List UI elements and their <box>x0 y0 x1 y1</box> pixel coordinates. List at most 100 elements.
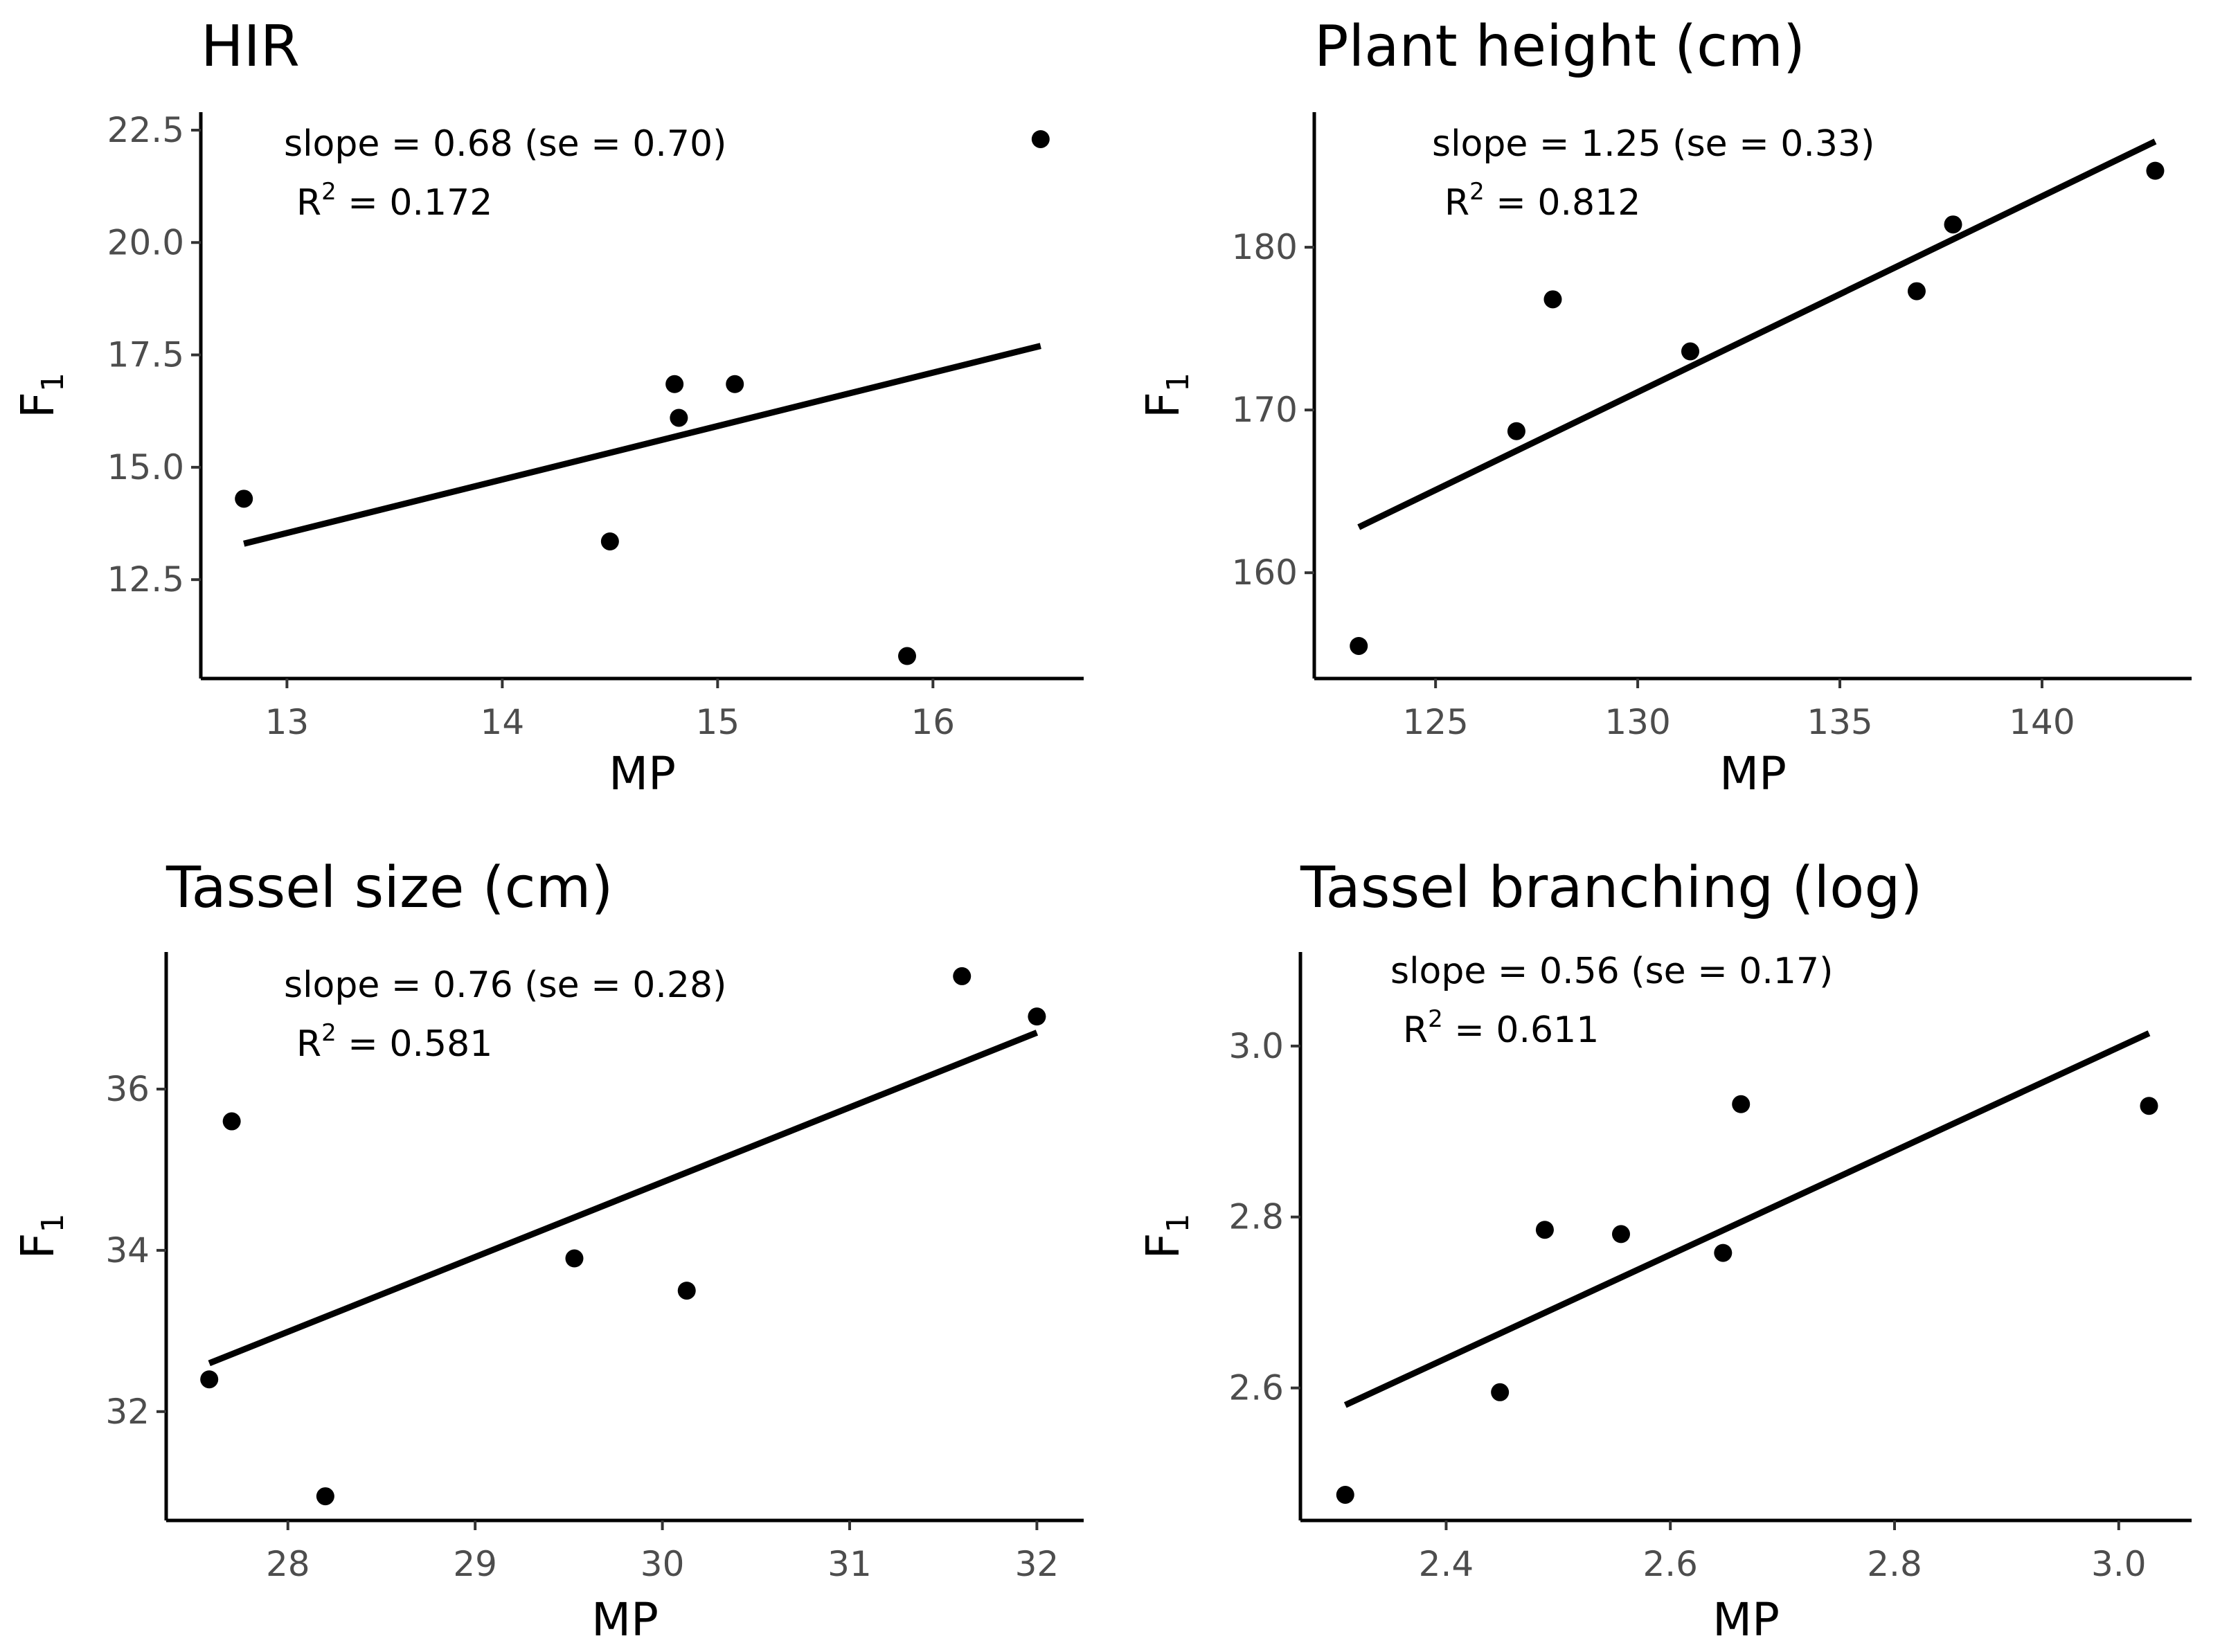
y-axis-label-main: F <box>1136 392 1190 418</box>
x-tick-label: 2.4 <box>1419 1544 1474 1584</box>
x-tick-label: 2.8 <box>1867 1544 1922 1584</box>
r-squared-prefix: R <box>296 182 321 224</box>
data-point <box>670 408 688 427</box>
data-point <box>1714 1244 1733 1262</box>
chart-panel-3: Tassel size (cm) 28 29 30 31 32 32 34 36 MP F1 slop… <box>11 855 1084 1646</box>
r-squared-prefix: R <box>1444 182 1469 224</box>
chart-panel-2: Plant height (cm) 125 130 135 140 160 170 180 MP… <box>1136 14 2192 800</box>
chart-panel-4: Tassel branching (log) 2.4 2.6 2.8 3.0 2.6 2.8… <box>1136 855 2192 1646</box>
data-point <box>235 490 253 508</box>
y-tick-label: 3.0 <box>1228 1026 1284 1066</box>
y-tick-label: 20.0 <box>107 222 184 262</box>
x-axis-label: MP <box>609 747 676 800</box>
data-point <box>1944 215 1962 234</box>
y-tick-label: 12.5 <box>107 559 184 600</box>
data-point <box>677 1282 696 1300</box>
data-point <box>953 967 972 985</box>
chart-title: Tassel size (cm) <box>165 855 614 921</box>
regression-line <box>208 1030 1039 1367</box>
r-squared-superscript: 2 <box>321 1019 337 1047</box>
x-axis-label: MP <box>1712 1593 1780 1646</box>
y-tick-label: 2.6 <box>1228 1368 1284 1408</box>
y-axis-label: F1 <box>1136 1214 1196 1259</box>
r-squared-annotation: R2 = 0.581 <box>296 1019 492 1065</box>
regression-line <box>243 343 1041 547</box>
chart-title: Plant height (cm) <box>1314 14 1805 80</box>
r-squared-value: = 0.611 <box>1443 1009 1600 1051</box>
x-tick-label: 2.6 <box>1642 1544 1698 1584</box>
y-tick-label: 2.8 <box>1228 1197 1284 1237</box>
y-axis-label-main: F <box>1136 1233 1190 1259</box>
data-point <box>1031 129 1050 148</box>
data-point <box>898 647 916 665</box>
y-axis-label: F1 <box>11 372 71 418</box>
x-axis-label: MP <box>1719 747 1787 800</box>
x-tick-label: 16 <box>911 702 956 742</box>
r-squared-annotation: R2 = 0.611 <box>1403 1005 1599 1051</box>
y-axis-label: F1 <box>1136 372 1196 418</box>
y-axis-label-subscript: 1 <box>1161 372 1196 392</box>
x-axis-label: MP <box>591 1593 659 1646</box>
slope-annotation: slope = 0.76 (se = 0.28) <box>284 964 726 1006</box>
y-axis-label: F1 <box>11 1214 71 1259</box>
r-squared-annotation: R2 = 0.172 <box>296 178 492 224</box>
data-point <box>1681 342 1699 361</box>
slope-annotation: slope = 0.56 (se = 0.17) <box>1390 951 1833 992</box>
y-axis-label-subscript: 1 <box>1161 1214 1196 1233</box>
data-point <box>1350 636 1368 655</box>
y-tick-label: 36 <box>105 1069 150 1109</box>
y-tick-label: 32 <box>105 1392 150 1432</box>
r-squared-value: = 0.581 <box>337 1023 493 1065</box>
data-point <box>1491 1383 1510 1401</box>
x-tick-label: 3.0 <box>2091 1544 2147 1584</box>
data-point <box>1336 1485 1354 1504</box>
slope-annotation: slope = 1.25 (se = 0.33) <box>1432 123 1874 165</box>
data-point <box>1535 1221 1554 1239</box>
r-squared-prefix: R <box>1403 1009 1428 1051</box>
data-point <box>1028 1007 1046 1026</box>
x-tick-label: 135 <box>1807 702 1872 742</box>
slope-annotation: slope = 0.68 (se = 0.70) <box>284 123 726 165</box>
r-squared-value: = 0.812 <box>1485 182 1641 224</box>
y-tick-label: 160 <box>1232 553 1298 593</box>
x-tick-label: 125 <box>1402 702 1468 742</box>
x-tick-label: 13 <box>265 702 310 742</box>
data-point <box>316 1487 334 1506</box>
r-squared-prefix: R <box>296 1023 321 1065</box>
chart-panel-1: HIR 13 14 15 16 12.5 15.0 17.5 20.0 22.5 MP F1 slope… <box>11 14 1084 800</box>
x-tick-label: 30 <box>641 1544 685 1584</box>
x-tick-label: 14 <box>481 702 525 742</box>
y-tick-label: 34 <box>105 1230 150 1271</box>
r-squared-superscript: 2 <box>321 178 337 206</box>
y-tick-label: 17.5 <box>107 335 184 375</box>
chart-title: HIR <box>201 14 300 80</box>
data-point <box>200 1370 219 1389</box>
data-point <box>600 532 619 550</box>
y-axis-label-main: F <box>11 1233 64 1259</box>
data-point <box>1907 282 1926 300</box>
x-tick-label: 140 <box>2009 702 2075 742</box>
data-point <box>222 1112 241 1131</box>
y-axis-label-subscript: 1 <box>35 372 71 392</box>
data-point <box>1611 1225 1630 1244</box>
y-tick-label: 170 <box>1232 390 1298 430</box>
chart-title: Tassel branching (log) <box>1300 855 1922 921</box>
regression-line <box>1357 138 2157 530</box>
x-tick-label: 15 <box>696 702 740 742</box>
y-axis-label-main: F <box>11 392 64 418</box>
r-squared-annotation: R2 = 0.812 <box>1444 178 1640 224</box>
y-axis-label-subscript: 1 <box>35 1214 71 1233</box>
x-tick-label: 28 <box>266 1544 310 1584</box>
data-point <box>565 1249 584 1268</box>
data-point <box>1543 290 1562 309</box>
x-tick-label: 130 <box>1604 702 1670 742</box>
y-tick-label: 22.5 <box>107 110 184 150</box>
data-point <box>2146 161 2165 180</box>
data-point <box>1507 422 1525 440</box>
r-squared-superscript: 2 <box>1428 1005 1443 1033</box>
r-squared-value: = 0.172 <box>337 182 493 224</box>
x-tick-label: 32 <box>1015 1544 1059 1584</box>
data-point <box>726 375 744 393</box>
data-point <box>665 375 684 393</box>
